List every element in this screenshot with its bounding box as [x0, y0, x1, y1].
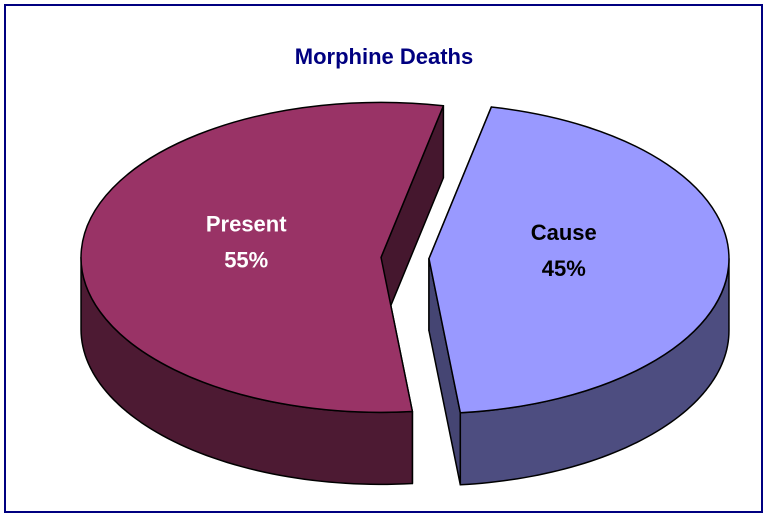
slice-label: Cause — [531, 220, 597, 245]
chart-title: Morphine Deaths — [295, 44, 473, 69]
slice-value-label: 55% — [224, 248, 268, 273]
slice — [428, 106, 730, 414]
slice-tops — [80, 101, 730, 414]
slice — [80, 101, 445, 414]
slice-labels: Present 55% Cause 45% — [206, 212, 597, 282]
slice-value-label: 45% — [542, 256, 586, 281]
slice-label: Present — [206, 212, 287, 237]
